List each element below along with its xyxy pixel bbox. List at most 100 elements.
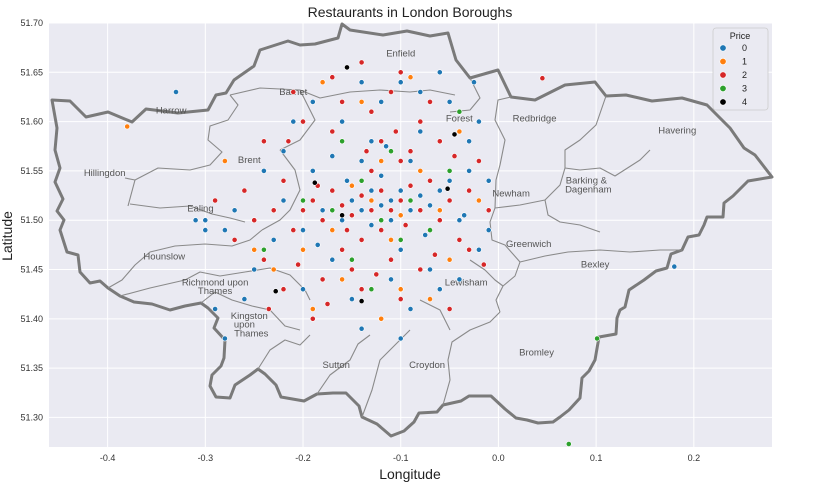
data-point-price-0 (309, 167, 316, 174)
data-point-price-2 (368, 108, 375, 115)
data-point-price-2 (407, 148, 414, 155)
data-point-price-0 (466, 138, 472, 145)
borough-label: Lewisham (445, 277, 488, 288)
data-point-price-0 (344, 177, 350, 184)
data-point-price-1 (388, 236, 394, 243)
data-point-price-3 (388, 148, 394, 155)
borough-label: Ealing (187, 203, 213, 214)
data-point-price-2 (348, 266, 355, 273)
data-point-price-2 (319, 276, 326, 283)
y-axis-ticks: 51.30 51.35 51.40 51.45 51.50 51.55 51.60 51.65… (20, 18, 43, 422)
data-point-price-1 (378, 158, 385, 164)
data-point-price-2 (451, 153, 458, 159)
data-point-price-0 (300, 227, 306, 233)
data-point-price-3 (594, 335, 600, 342)
data-point-price-2 (300, 207, 306, 214)
legend-marker (719, 71, 727, 79)
data-point-price-0 (436, 286, 443, 293)
data-point-price-2 (378, 187, 385, 194)
data-point-price-2 (329, 128, 336, 135)
data-point-price-2 (388, 207, 394, 214)
data-point-price-1 (378, 315, 385, 322)
data-point-price-0 (319, 207, 326, 214)
data-point-price-1 (417, 167, 424, 174)
data-point-price-1 (348, 182, 355, 189)
data-point-price-2 (358, 59, 365, 66)
data-point-price-0 (221, 227, 228, 233)
data-point-price-0 (348, 296, 355, 302)
borough-label: Harrow (156, 106, 187, 117)
data-point-price-2 (417, 207, 424, 214)
data-point-price-0 (290, 118, 297, 125)
y-tick-label: 51.50 (20, 215, 43, 225)
borough-label: Thames (234, 329, 269, 340)
data-point-price-0 (407, 158, 414, 164)
data-point-price-0 (241, 296, 248, 302)
data-point-price-0 (422, 232, 429, 238)
data-point-price-2 (295, 261, 301, 268)
data-point-price-0 (485, 227, 492, 233)
data-point-price-1 (329, 227, 336, 233)
data-point-price-2 (378, 138, 385, 145)
data-point-price-2 (378, 227, 385, 233)
data-point-price-2 (456, 236, 463, 243)
data-point-price-2 (285, 138, 292, 145)
data-point-price-4 (344, 64, 350, 71)
data-point-price-2 (368, 167, 375, 174)
borough-label: Thames (198, 286, 233, 297)
data-point-price-2 (446, 306, 453, 312)
data-point-price-3 (378, 217, 385, 224)
data-point-price-3 (358, 177, 365, 184)
x-tick-label: 0.1 (590, 453, 603, 463)
x-axis-ticks: -0.4 -0.3 -0.2 -0.1 0.0 0.1 0.2 (100, 453, 700, 463)
data-point-price-1 (397, 212, 404, 219)
data-point-price-3 (397, 236, 404, 243)
data-point-price-0 (671, 263, 678, 270)
data-point-price-3 (300, 197, 306, 204)
data-point-price-3 (427, 227, 433, 233)
borough-label: Sutton (323, 360, 350, 371)
data-point-price-2 (436, 138, 443, 145)
data-point-price-4 (451, 131, 458, 138)
data-point-price-0 (427, 266, 433, 273)
legend: Price 0 1 2 3 4 (712, 27, 769, 111)
data-point-price-0 (456, 276, 463, 283)
data-point-price-2 (324, 301, 331, 307)
y-tick-label: 51.40 (20, 314, 43, 324)
data-point-price-2 (427, 99, 433, 105)
data-point-price-4 (444, 185, 451, 192)
borough-label: Bexley (581, 260, 610, 271)
data-point-price-0 (368, 187, 375, 194)
legend-entries: 0 1 2 3 4 (719, 43, 747, 107)
data-point-price-0 (348, 197, 355, 204)
data-point-price-2 (260, 138, 267, 145)
data-point-price-0 (173, 89, 179, 95)
borough-label: Hillingdon (84, 168, 126, 179)
gridlines (49, 22, 772, 447)
borough-label: Barking & (566, 176, 608, 187)
data-point-price-2 (329, 187, 336, 194)
data-point-price-0 (378, 202, 385, 209)
data-point-price-0 (202, 227, 209, 233)
legend-label: 1 (742, 57, 747, 67)
x-tick-label: 0.0 (492, 453, 505, 463)
data-point-price-1 (446, 256, 453, 263)
legend-marker (719, 85, 727, 93)
data-point-price-0 (368, 138, 375, 145)
borough-label: Richmond upon (182, 277, 249, 288)
data-point-price-0 (427, 202, 433, 209)
x-tick-label: -0.4 (100, 453, 116, 463)
data-point-price-3 (260, 246, 267, 253)
data-point-price-4 (339, 212, 345, 219)
legend-label: 2 (742, 70, 747, 80)
data-point-price-2 (300, 118, 306, 125)
data-point-price-2 (397, 158, 404, 164)
data-point-price-3 (329, 207, 336, 214)
x-tick-label: -0.2 (295, 453, 311, 463)
borough-label: Hounslow (143, 252, 185, 263)
borough-label: Forest (446, 114, 473, 125)
data-point-price-2 (392, 128, 399, 135)
data-point-price-2 (485, 207, 492, 214)
data-point-price-2 (339, 99, 345, 105)
